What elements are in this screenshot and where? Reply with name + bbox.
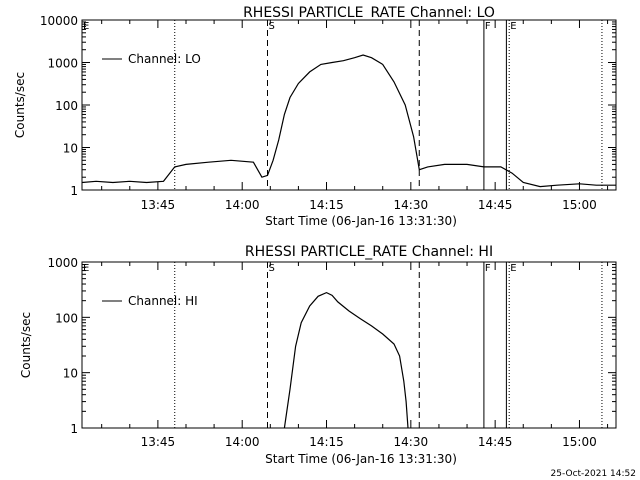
x-tick-label: 14:30: [394, 435, 429, 449]
marker-label: S: [268, 21, 274, 32]
series-line-channel-hi: [283, 291, 409, 429]
x-tick-label: 14:15: [309, 198, 344, 212]
x-tick-label: 13:45: [141, 198, 176, 212]
x-tick-label: 15:00: [562, 198, 597, 212]
plot-frame: [81, 19, 617, 191]
marker-label: S: [268, 263, 274, 274]
y-tick-label: 100: [55, 99, 78, 113]
y-tick-label: 100: [55, 311, 78, 325]
y-tick-label: 10: [63, 367, 78, 381]
x-tick-label: 14:00: [225, 435, 260, 449]
x-tick-label: 14:15: [309, 435, 344, 449]
marker-label: F: [485, 21, 491, 32]
x-axis-label: Start Time (06-Jan-16 13:31:30): [265, 452, 457, 466]
y-tick-label: 1: [70, 184, 78, 198]
x-tick-label: 14:45: [478, 435, 513, 449]
x-tick-label: 14:30: [394, 198, 429, 212]
y-tick-label: 1000: [47, 256, 78, 270]
marker-label: E: [83, 21, 89, 32]
y-axis-label: Counts/sec: [13, 72, 27, 138]
x-tick-label: 13:45: [141, 435, 176, 449]
panel-title: RHESSI PARTICLE_RATE Channel: HI: [245, 244, 493, 260]
legend-label: Channel: HI: [128, 294, 198, 308]
marker-label: E: [83, 263, 89, 274]
marker-label: E: [510, 21, 516, 32]
legend-label: Channel: LO: [128, 52, 201, 66]
marker-label: E: [510, 263, 516, 274]
x-tick-label: 14:00: [225, 198, 260, 212]
x-axis-label: Start Time (06-Jan-16 13:31:30): [265, 214, 457, 228]
x-tick-label: 14:45: [478, 198, 513, 212]
x-tick-label: 15:00: [562, 435, 597, 449]
y-tick-label: 10000: [40, 14, 78, 28]
plot-frame: [81, 261, 617, 429]
series-line-channel-lo: [81, 54, 616, 188]
y-tick-label: 1: [70, 422, 78, 436]
y-tick-label: 1000: [47, 57, 78, 71]
y-axis-label: Counts/sec: [19, 312, 33, 378]
y-tick-label: 10: [63, 142, 78, 156]
marker-label: F: [485, 263, 491, 274]
footer-timestamp: 25-Oct-2021 14:52: [551, 469, 636, 479]
panel-title: RHESSI PARTICLE_RATE Channel: LO: [243, 5, 495, 21]
